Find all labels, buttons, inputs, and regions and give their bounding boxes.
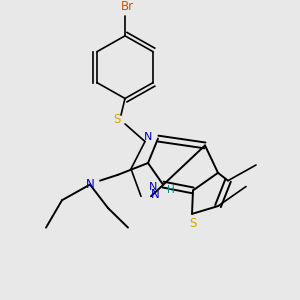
Text: N: N [149,182,157,191]
Text: Br: Br [120,0,134,13]
Text: N: N [151,188,159,201]
Text: N: N [144,132,152,142]
Text: S: S [189,217,197,230]
Text: S: S [113,113,121,127]
Text: N: N [85,178,94,191]
Text: H: H [167,185,175,195]
